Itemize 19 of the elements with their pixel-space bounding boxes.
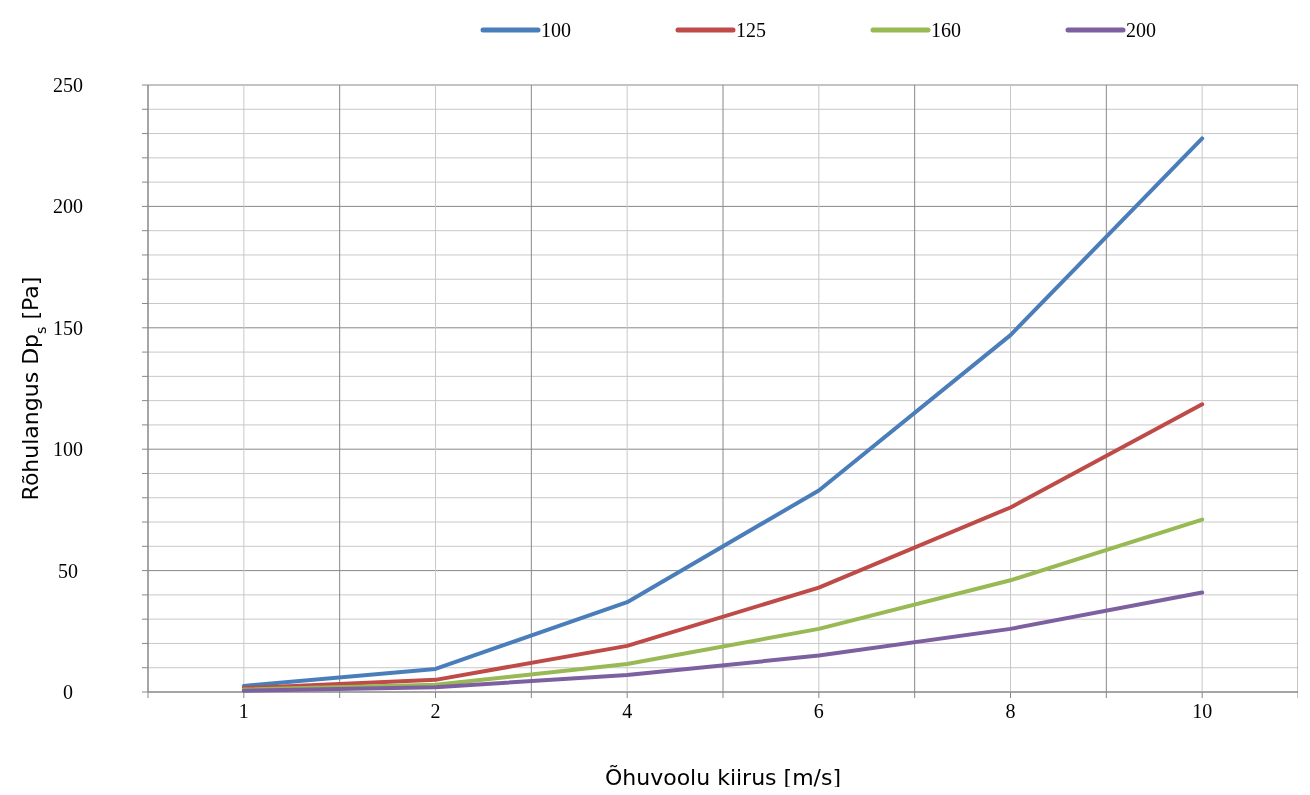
x-tick-label: 2 bbox=[430, 700, 441, 722]
y-tick-label: 150 bbox=[53, 316, 83, 339]
legend-label: 200 bbox=[1126, 19, 1156, 41]
y-tick-label: 0 bbox=[63, 681, 73, 703]
x-tick-label: 10 bbox=[1192, 700, 1213, 722]
x-tick-label: 8 bbox=[1005, 700, 1016, 722]
line-series bbox=[241, 402, 1205, 691]
y-tick-label: 100 bbox=[53, 438, 83, 461]
x-tick-label: 4 bbox=[622, 700, 633, 722]
legend-label: 125 bbox=[736, 19, 766, 41]
x-tick-label: 6 bbox=[813, 700, 824, 722]
y-tick-label: 200 bbox=[53, 195, 83, 218]
line-series bbox=[241, 136, 1205, 688]
x-tick-label: 1 bbox=[238, 700, 249, 722]
line-series bbox=[241, 590, 1205, 693]
legend-label: 100 bbox=[541, 19, 571, 41]
legend-label: 160 bbox=[931, 19, 961, 41]
y-tick-label: 50 bbox=[58, 559, 78, 582]
y-tick-label: 250 bbox=[53, 74, 83, 96]
